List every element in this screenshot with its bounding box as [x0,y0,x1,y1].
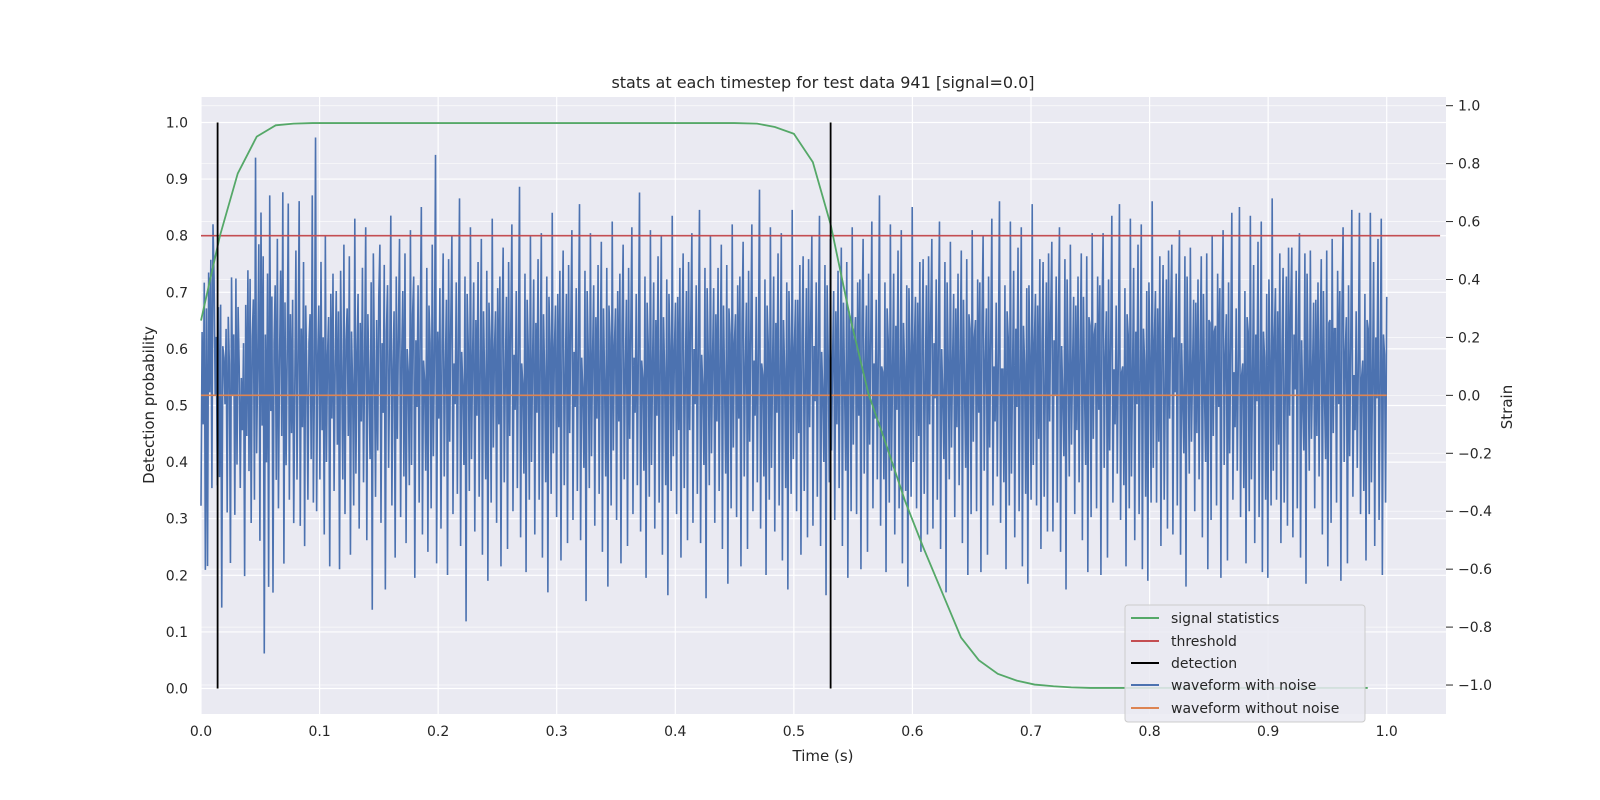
x-tick-label: 0.2 [427,724,449,740]
x-tick-label: 0.8 [1138,724,1160,740]
y-tick-label: 0.5 [166,399,188,415]
y2-axis-label: Strain [1498,385,1516,429]
x-tick-label: 0.6 [901,724,923,740]
y2-tick-label: 0.6 [1458,215,1480,231]
legend-label-waveform-without-noise: waveform without noise [1171,701,1339,717]
legend: signal statistics threshold detection wa… [1124,604,1366,723]
y-tick-label: 0.2 [166,568,188,584]
y-axis-label: Detection probability [140,326,158,484]
x-tick-label: 1.0 [1376,724,1398,740]
y-tick-label: 0.7 [166,285,188,301]
chart-title: stats at each timestep for test data 941… [611,73,1034,92]
legend-label-detection: detection [1171,656,1237,672]
y-tick-label: 0.3 [166,512,188,528]
y-tick-label: 0.4 [166,455,188,471]
y2-tick-label: 1.0 [1458,99,1480,115]
y2-tick-label: −0.2 [1458,446,1492,462]
y2-tick-label: 0.4 [1458,272,1480,288]
series-layer [200,122,1441,689]
x-tick-label: 0.9 [1257,724,1279,740]
x-tick-label: 0.7 [1020,724,1042,740]
y2-tick-label: 0.2 [1458,330,1480,346]
legend-label-waveform-with-noise: waveform with noise [1171,678,1316,694]
tick-labels: 0.0 0.1 0.2 0.3 0.4 0.5 0.6 0.7 0.8 0.9 1.0 0.0 0.1 0… [166,99,1492,740]
y2-tick-label: −0.8 [1458,620,1492,636]
x-tick-label: 0.0 [190,724,212,740]
y2-tick-label: 0.8 [1458,157,1480,173]
y-tick-label: 0.9 [166,172,188,188]
x-tick-label: 0.3 [546,724,568,740]
y-tick-label: 0.0 [166,682,188,698]
x-axis-label: Time (s) [792,747,854,765]
x-tick-label: 0.1 [308,724,330,740]
series-signal-statistics [200,122,1368,689]
y2-tick-label: −0.4 [1458,504,1492,520]
y-tick-label: 0.1 [166,625,188,641]
y-tick-label: 0.6 [166,342,188,358]
y-tick-label: 0.8 [166,229,188,245]
y2-tick-label: 0.0 [1458,388,1480,404]
series-waveform-with-noise [200,137,1388,654]
x-tick-label: 0.5 [783,724,805,740]
legend-box [1124,604,1366,723]
y2-tick-label: −1.0 [1458,678,1492,694]
legend-label-threshold: threshold [1171,634,1237,650]
legend-label-signal-statistics: signal statistics [1171,611,1279,627]
y2-tick-label: −0.6 [1458,562,1492,578]
y-tick-label: 1.0 [166,115,188,131]
x-tick-label: 0.4 [664,724,686,740]
